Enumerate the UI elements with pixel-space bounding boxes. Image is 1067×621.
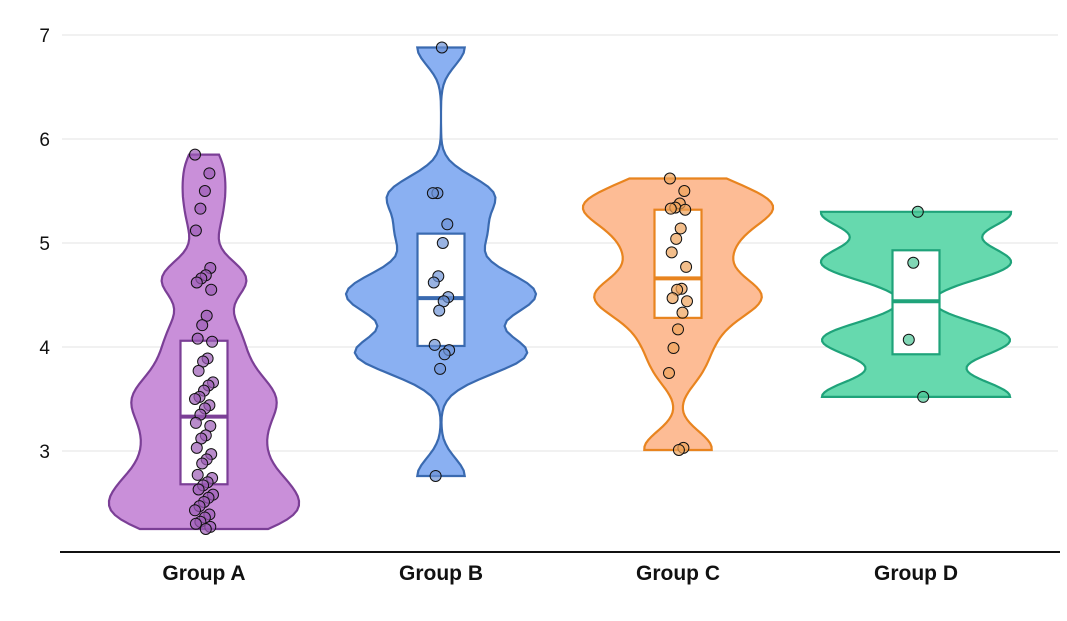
data-point: [679, 203, 692, 216]
data-point: [189, 393, 201, 405]
data-point: [426, 187, 439, 200]
x-tick-label: Group C: [636, 562, 720, 585]
data-point: [429, 469, 442, 482]
y-tick-label: 4: [39, 338, 50, 359]
data-point: [902, 333, 915, 346]
violin-group-c: [581, 172, 775, 456]
data-point: [666, 292, 679, 305]
y-axis-ticks: 3 4 5 6 7: [39, 26, 50, 463]
data-point: [665, 246, 678, 259]
data-point: [436, 237, 449, 249]
y-tick-label: 5: [39, 234, 50, 255]
data-point: [191, 468, 204, 481]
data-point: [907, 256, 920, 269]
data-point: [663, 367, 675, 379]
data-point: [196, 319, 209, 332]
data-point: [196, 457, 209, 470]
data-point: [194, 202, 207, 215]
data-point: [189, 517, 202, 530]
data-point: [917, 390, 930, 403]
data-point: [189, 224, 202, 237]
violin-group-b: [344, 41, 538, 482]
data-point: [438, 348, 451, 361]
data-point: [206, 335, 219, 348]
x-axis-ticks: Group A Group B Group C Group D: [162, 562, 958, 585]
data-point: [198, 185, 211, 197]
data-point: [672, 323, 684, 336]
data-point: [433, 304, 446, 317]
data-point: [435, 41, 448, 54]
y-tick-label: 7: [39, 26, 50, 47]
data-point: [192, 483, 205, 496]
data-point: [434, 362, 447, 375]
data-point: [189, 416, 202, 429]
x-tick-label: Group A: [162, 562, 245, 585]
data-point: [672, 443, 685, 456]
data-point: [205, 283, 218, 296]
data-point: [670, 232, 683, 245]
data-point: [667, 342, 680, 355]
data-point: [203, 167, 216, 180]
data-point: [678, 185, 691, 197]
y-tick-label: 6: [39, 130, 50, 151]
data-point: [189, 504, 201, 517]
data-point: [664, 202, 677, 215]
data-point: [441, 218, 454, 231]
violin-group-a: [107, 148, 301, 535]
x-tick-label: Group B: [399, 562, 483, 585]
data-point: [674, 222, 687, 235]
data-point: [191, 332, 204, 345]
data-point: [192, 364, 205, 377]
y-tick-label: 3: [39, 442, 50, 463]
box-iqr: [416, 232, 466, 348]
violin-group-d: [819, 205, 1013, 403]
violins: [107, 41, 1013, 535]
data-point: [676, 306, 689, 319]
data-point: [199, 523, 212, 535]
data-point: [428, 338, 441, 351]
data-point: [190, 276, 203, 289]
data-point: [680, 260, 693, 273]
data-point: [427, 276, 440, 289]
x-tick-label: Group D: [874, 562, 958, 585]
data-point: [911, 205, 924, 218]
data-point: [681, 295, 693, 308]
data-point: [663, 172, 676, 185]
data-point: [190, 441, 203, 454]
data-point: [189, 148, 201, 161]
